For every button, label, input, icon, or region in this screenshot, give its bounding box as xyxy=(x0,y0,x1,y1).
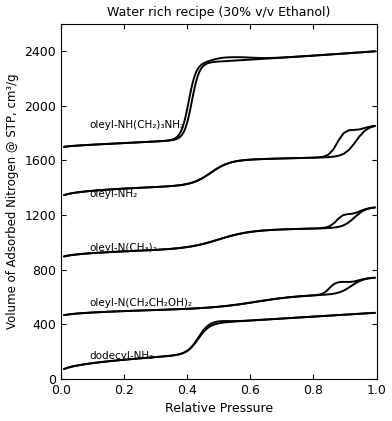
Text: dodecyl-NH₂: dodecyl-NH₂ xyxy=(89,351,154,361)
X-axis label: Relative Pressure: Relative Pressure xyxy=(165,402,273,416)
Text: oleyl-NH(CH₂)₃NH₂: oleyl-NH(CH₂)₃NH₂ xyxy=(89,120,184,131)
Y-axis label: Volume of Adsorbed Nitrogen @ STP, cm³/g: Volume of Adsorbed Nitrogen @ STP, cm³/g xyxy=(5,74,18,329)
Title: Water rich recipe (30% v/v Ethanol): Water rich recipe (30% v/v Ethanol) xyxy=(107,5,330,19)
Text: oleyl-N(CH₃)₂: oleyl-N(CH₃)₂ xyxy=(89,243,157,253)
Text: oleyl-N(CH₂CH₂OH)₂: oleyl-N(CH₂CH₂OH)₂ xyxy=(89,298,192,308)
Text: oleyl-NH₂: oleyl-NH₂ xyxy=(89,189,138,199)
